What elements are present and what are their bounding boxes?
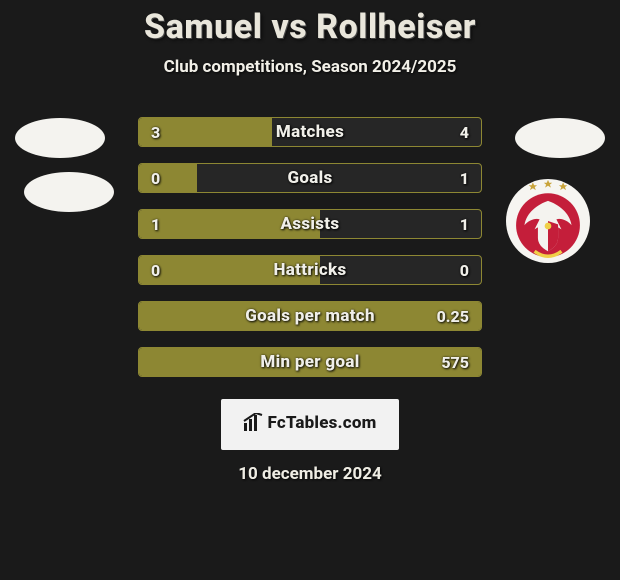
stat-row: 1Assists1 — [138, 209, 482, 239]
club-left-badge — [24, 172, 114, 212]
stat-row: 0Hattricks0 — [138, 255, 482, 285]
stat-value-right: 0.25 — [437, 302, 469, 330]
stat-value-right: 4 — [460, 118, 469, 146]
stat-value-right: 0 — [460, 256, 469, 284]
date-text: 10 december 2024 — [0, 464, 620, 484]
brand-badge[interactable]: FcTables.com — [221, 399, 398, 450]
stat-label: Goals — [139, 164, 481, 192]
stat-label: Matches — [139, 118, 481, 146]
player-left-avatar — [15, 118, 105, 158]
stats-list: 3Matches40Goals11Assists10Hattricks0Goal… — [138, 117, 482, 377]
stat-label: Goals per match — [139, 302, 481, 330]
subtitle: Club competitions, Season 2024/2025 — [0, 57, 620, 77]
stat-row: 0Goals1 — [138, 163, 482, 193]
chart-icon — [243, 413, 263, 436]
stat-row: Goals per match0.25 — [138, 301, 482, 331]
club-right-badge — [506, 179, 590, 263]
stat-row: Min per goal575 — [138, 347, 482, 377]
stat-value-right: 1 — [460, 164, 469, 192]
stat-value-right: 1 — [460, 210, 469, 238]
stat-value-right: 575 — [441, 348, 469, 376]
comparison-card: Samuel vs Rollheiser Club competitions, … — [0, 0, 620, 580]
stat-label: Hattricks — [139, 256, 481, 284]
brand-text: FcTables.com — [267, 413, 376, 433]
page-title: Samuel vs Rollheiser — [0, 7, 620, 47]
player-right-avatar — [515, 118, 605, 158]
stat-row: 3Matches4 — [138, 117, 482, 147]
stat-label: Assists — [139, 210, 481, 238]
stat-label: Min per goal — [139, 348, 481, 376]
